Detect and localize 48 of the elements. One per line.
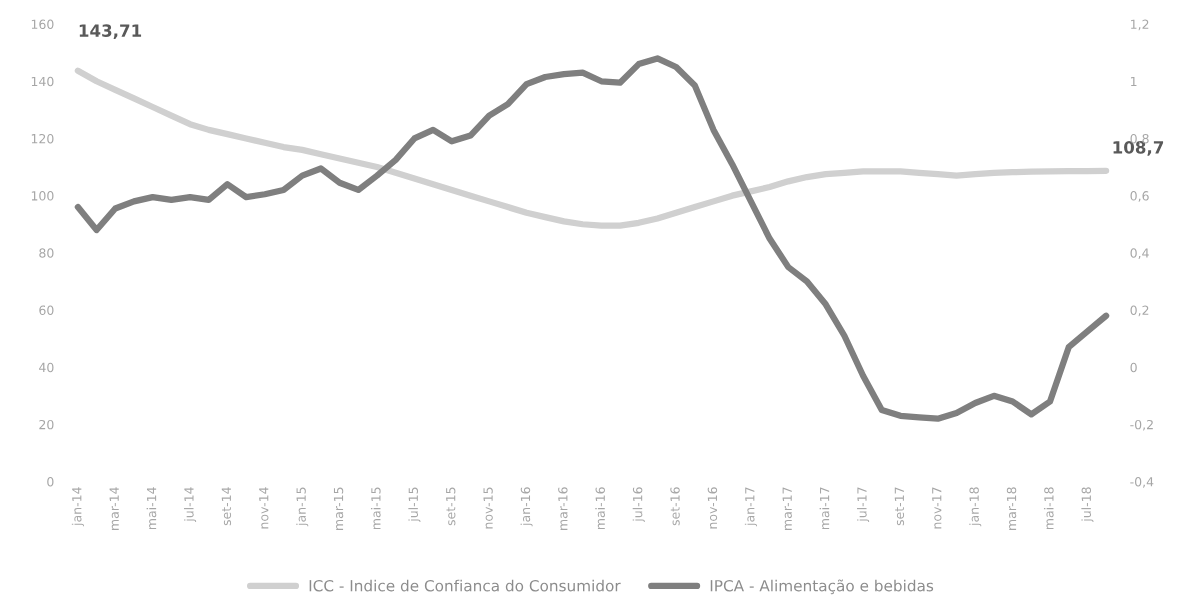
y-tick-label: 60 [39,305,54,315]
y-tick-label: 20 [39,419,54,430]
y2-tick-label: 1 [1131,76,1137,87]
data-label: 143,71 [79,24,142,40]
y2-tick-label: -0,2 [1130,419,1153,431]
y-tick-label: 0 [47,477,54,487]
x-tick-label: jul-18 [1081,487,1094,522]
x-tick-label: jul-15 [408,487,421,522]
x-tick-label: mai-17 [819,487,830,530]
y-tick-label: 120 [31,133,54,144]
x-tick-label: mar-15 [333,487,344,530]
x-tick-label: mar-14 [109,487,119,530]
x-tick-label: mai-14 [146,487,157,530]
x-tick-label: nov-16 [707,487,718,529]
y2-tick-label: 1,2 [1131,19,1149,31]
y2-tick-label: 0,2 [1130,305,1149,317]
x-tick-label: mar-16 [558,487,568,530]
y-tick-label: 140 [31,76,54,87]
x-tick-label: set-15 [446,487,456,526]
x-tick-label: mar-17 [782,487,792,530]
y-tick-label: 100 [31,191,54,201]
x-tick-label: set-14 [221,487,232,526]
x-tick-label: set-17 [894,487,905,526]
x-tick-label: mai-15 [370,487,381,530]
x-tick-label: nov-14 [259,487,269,529]
x-tick-label: jul-16 [632,487,645,522]
y-tick-label: 40 [39,362,54,373]
x-tick-label: jan-14 [71,487,84,527]
x-tick-label: mar-18 [1006,487,1017,530]
legend-label: IPCA - Alimentação e bebidas [710,579,934,595]
x-tick-label: mai-18 [1043,487,1054,530]
y2-tick-label: 0,4 [1130,248,1149,260]
y-tick-label: 80 [39,248,54,258]
x-tick-label: nov-15 [483,487,493,529]
x-tick-label: jan-18 [969,487,982,527]
x-tick-label: nov-17 [932,487,942,529]
y2-tick-label: 0,6 [1130,191,1149,202]
legend-label: ICC - Indice de Confianca do Consumidor [309,579,621,592]
y-tick-label: 160 [31,19,54,30]
x-tick-label: jul-14 [184,487,197,522]
y2-tick-label: 0 [1130,362,1137,373]
x-tick-label: jan-15 [296,487,309,527]
x-tick-label: jan-16 [520,487,533,527]
y2-tick-label: -0,4 [1130,477,1154,488]
x-tick-label: jan-17 [744,487,757,527]
x-tick-label: jul-17 [857,487,870,522]
x-tick-label: mai-16 [595,487,605,530]
x-tick-label: set-16 [670,487,680,526]
